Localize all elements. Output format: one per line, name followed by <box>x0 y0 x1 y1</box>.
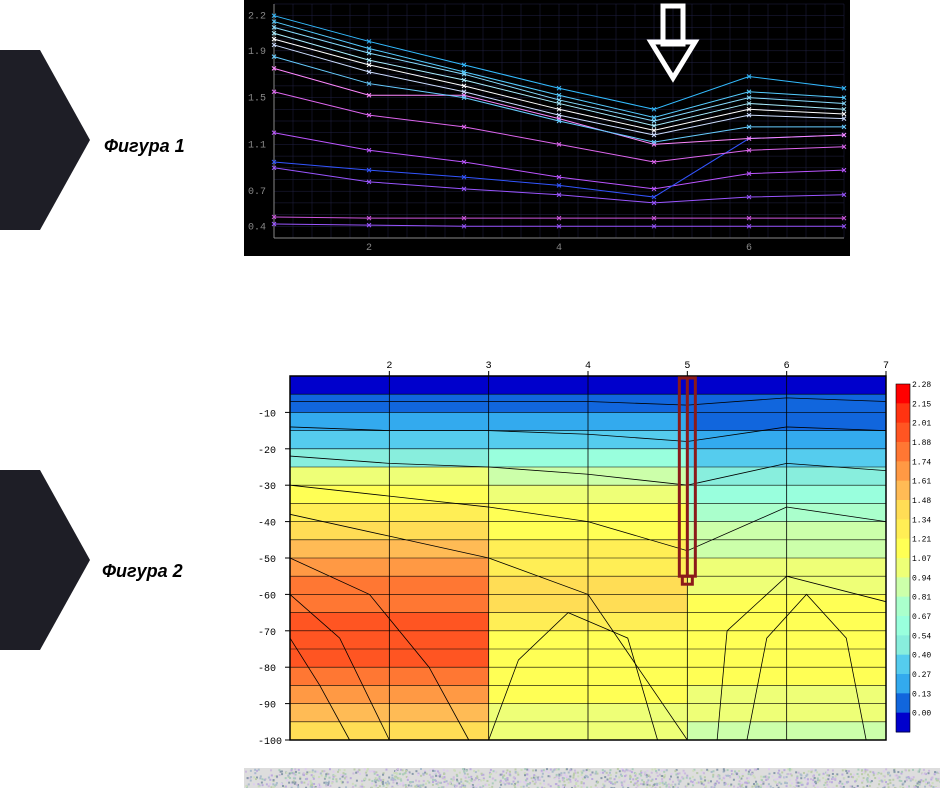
svg-text:0.4: 0.4 <box>248 222 266 233</box>
svg-text:2: 2 <box>386 361 392 372</box>
svg-text:-100: -100 <box>258 737 282 746</box>
svg-text:2.01: 2.01 <box>912 420 931 429</box>
heatmap-chart-svg: 2 3 4 5 6 7 -10 -20 -30 -40 -50 -60 -70 -80 -90 -100 2.… <box>244 352 940 746</box>
heatmap-chart: 2 3 4 5 6 7 -10 -20 -30 -40 -50 -60 -70 -80 -90 -100 2.… <box>244 352 940 746</box>
svg-text:5: 5 <box>684 361 690 372</box>
arrow-shape-2 <box>0 470 90 650</box>
svg-text:6: 6 <box>746 243 752 254</box>
noise-strip <box>244 768 940 788</box>
svg-text:6: 6 <box>784 361 790 372</box>
svg-text:-30: -30 <box>258 482 276 493</box>
svg-text:2: 2 <box>366 243 372 254</box>
svg-text:3: 3 <box>486 361 492 372</box>
svg-text:0.13: 0.13 <box>912 690 931 699</box>
svg-text:2.2: 2.2 <box>248 12 266 23</box>
svg-text:7: 7 <box>883 361 889 372</box>
svg-text:1.21: 1.21 <box>912 536 931 545</box>
figure1-label: Фигура 1 <box>104 136 185 157</box>
line-chart: 0.4 0.7 1.1 1.5 1.9 2.2 2 4 6 <box>244 0 850 256</box>
arrow-shape-1 <box>0 50 90 230</box>
svg-text:1.88: 1.88 <box>912 439 931 448</box>
svg-text:1.1: 1.1 <box>248 140 266 151</box>
svg-text:0.81: 0.81 <box>912 594 931 603</box>
figure2-label: Фигура 2 <box>102 561 183 582</box>
svg-text:0.54: 0.54 <box>912 632 931 641</box>
svg-text:2.15: 2.15 <box>912 400 931 409</box>
svg-text:0.94: 0.94 <box>912 574 931 583</box>
svg-text:0.7: 0.7 <box>248 187 266 198</box>
svg-text:-60: -60 <box>258 591 276 602</box>
svg-text:1.61: 1.61 <box>912 478 931 487</box>
svg-text:0.27: 0.27 <box>912 671 931 680</box>
svg-text:2.28: 2.28 <box>912 381 931 390</box>
svg-text:-80: -80 <box>258 664 276 675</box>
svg-text:0.40: 0.40 <box>912 652 931 661</box>
svg-text:1.48: 1.48 <box>912 497 931 506</box>
svg-text:1.74: 1.74 <box>912 458 931 467</box>
svg-text:1.5: 1.5 <box>248 94 266 105</box>
svg-text:-90: -90 <box>258 701 276 712</box>
svg-text:0.67: 0.67 <box>912 613 931 622</box>
svg-text:-50: -50 <box>258 555 276 566</box>
svg-text:4: 4 <box>585 361 591 372</box>
svg-text:1.34: 1.34 <box>912 516 931 525</box>
line-chart-svg: 0.4 0.7 1.1 1.5 1.9 2.2 2 4 6 <box>244 0 850 256</box>
svg-text:-10: -10 <box>258 409 276 420</box>
svg-text:4: 4 <box>556 243 562 254</box>
svg-text:0.00: 0.00 <box>912 710 931 719</box>
svg-text:1.07: 1.07 <box>912 555 931 564</box>
svg-text:-70: -70 <box>258 628 276 639</box>
svg-text:-40: -40 <box>258 519 276 530</box>
svg-text:1.9: 1.9 <box>248 47 266 58</box>
svg-text:-20: -20 <box>258 446 276 457</box>
